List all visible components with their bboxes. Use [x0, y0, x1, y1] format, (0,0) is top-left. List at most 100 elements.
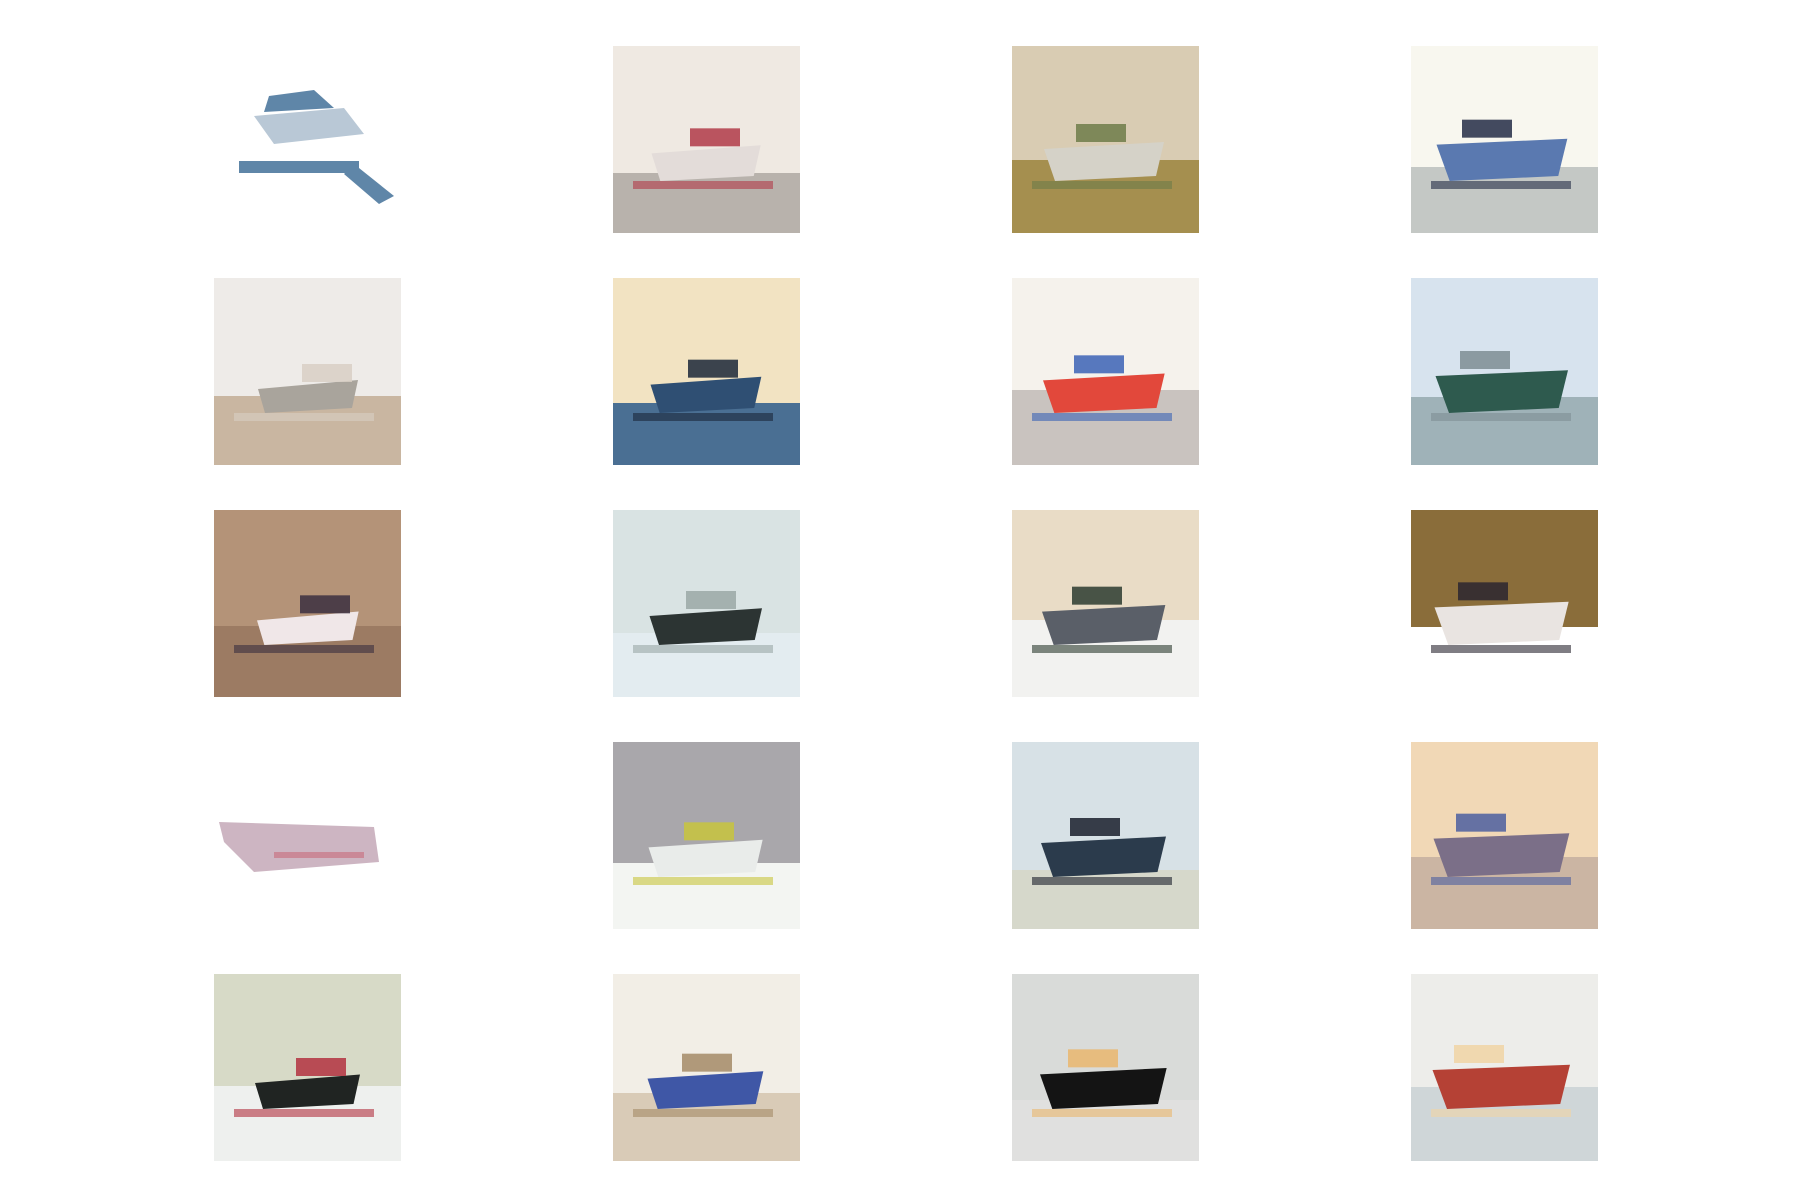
thumbnail-shape	[274, 852, 364, 858]
thumbnail-shape	[1032, 645, 1172, 653]
thumbnail-image	[1012, 974, 1199, 1161]
thumbnail-shape	[1434, 601, 1569, 645]
boat-thumbnail-r2c4	[1411, 278, 1598, 465]
thumbnail-shape	[647, 1071, 764, 1109]
thumbnail-image	[214, 742, 401, 929]
thumbnail-image	[214, 510, 401, 697]
thumbnail-shape	[1012, 46, 1199, 160]
thumbnail-shape	[1460, 351, 1510, 369]
boat-thumbnail-r5c1	[214, 974, 401, 1161]
boat-thumbnail-r1c3	[1012, 46, 1199, 233]
thumbnail-image	[1012, 742, 1199, 929]
thumbnail-shape	[219, 822, 379, 872]
thumbnail-shape	[613, 742, 800, 863]
thumbnail-shape	[344, 164, 394, 204]
thumbnail-image	[613, 742, 800, 929]
thumbnail-image	[1411, 974, 1598, 1161]
thumbnail-shape	[1042, 605, 1166, 645]
thumbnail-image	[214, 974, 401, 1161]
thumbnail-shape	[633, 877, 773, 885]
thumbnail-shape	[1458, 582, 1508, 601]
thumbnail-shape	[1431, 413, 1571, 421]
boat-thumbnail-r3c4	[1411, 510, 1598, 697]
thumbnail-shape	[1431, 1109, 1571, 1117]
thumbnail-shape	[1431, 645, 1571, 653]
thumbnail-shape	[1456, 813, 1506, 832]
thumbnail-shape	[239, 161, 359, 173]
boat-thumbnail-r1c2	[613, 46, 800, 233]
thumbnail-shape	[302, 364, 352, 382]
thumbnail-shape	[1072, 586, 1122, 605]
thumbnail-shape	[1462, 119, 1512, 138]
thumbnail-image	[1411, 46, 1598, 233]
thumbnail-shape	[1435, 370, 1568, 413]
thumbnail-shape	[613, 403, 800, 465]
thumbnail-image	[1411, 510, 1598, 697]
thumbnail-shape	[1076, 124, 1126, 142]
boat-thumbnail-r1c1	[214, 46, 401, 233]
thumbnail-shape	[258, 380, 358, 413]
thumbnail-image	[214, 278, 401, 465]
thumbnail-shape	[1431, 877, 1571, 885]
thumbnail-shape	[1068, 1049, 1118, 1068]
thumbnail-shape	[684, 822, 734, 841]
thumbnail-image	[613, 278, 800, 465]
thumbnail-shape	[648, 839, 763, 877]
thumbnail-shape	[1043, 373, 1165, 413]
thumbnail-image	[1012, 46, 1199, 233]
thumbnail-shape	[1044, 142, 1164, 181]
thumbnail-shape	[1032, 1109, 1172, 1117]
boat-thumbnail-r5c2	[613, 974, 800, 1161]
thumbnail-shape	[1040, 1068, 1167, 1109]
thumbnail-shape	[300, 595, 350, 614]
thumbnail-image	[613, 46, 800, 233]
boat-thumbnail-r3c2	[613, 510, 800, 697]
thumbnail-shape	[264, 90, 334, 112]
thumbnail-shape	[234, 413, 374, 421]
boat-thumbnail-r2c2	[613, 278, 800, 465]
thumbnail-shape	[633, 181, 773, 189]
thumbnail-shape	[1032, 413, 1172, 421]
thumbnail-shape	[234, 1109, 374, 1117]
thumbnail-shape	[682, 1053, 732, 1072]
thumbnail-shape	[255, 1074, 360, 1109]
thumbnail-shape	[649, 608, 762, 645]
boat-thumbnail-r2c3	[1012, 278, 1199, 465]
thumbnail-shape	[651, 145, 761, 181]
boat-thumbnail-r4c4	[1411, 742, 1598, 929]
thumbnail-shape	[1432, 1064, 1570, 1109]
thumbnail-shape	[1433, 833, 1570, 877]
thumbnail-shape	[633, 645, 773, 653]
thumbnail-shape	[613, 633, 800, 697]
thumbnail-image	[1012, 510, 1199, 697]
thumbnail-image	[613, 510, 800, 697]
thumbnail-shape	[234, 645, 374, 653]
boat-thumbnail-r5c3	[1012, 974, 1199, 1161]
thumbnail-shape	[257, 611, 359, 645]
boat-thumbnail-r3c1	[214, 510, 401, 697]
thumbnail-shape	[688, 359, 738, 378]
thumbnail-shape	[1074, 355, 1124, 374]
boat-thumbnail-r4c2	[613, 742, 800, 929]
thumbnail-shape	[1032, 181, 1172, 189]
boat-thumbnail-r4c1	[214, 742, 401, 929]
boat-thumbnail-r1c4	[1411, 46, 1598, 233]
thumbnail-image	[214, 46, 401, 233]
thumbnail-image	[1411, 742, 1598, 929]
thumbnail-image	[1012, 278, 1199, 465]
thumbnail-shape	[613, 974, 800, 1093]
boat-thumbnail-r4c3	[1012, 742, 1199, 929]
thumbnail-image	[1411, 278, 1598, 465]
thumbnail-shape	[690, 128, 740, 147]
thumbnail-shape	[1431, 181, 1571, 189]
thumbnail-shape	[1070, 818, 1120, 836]
thumbnail-shape	[1436, 138, 1568, 181]
thumbnail-shape	[1041, 836, 1166, 877]
thumbnail-shape	[1454, 1045, 1504, 1063]
thumbnail-image	[613, 974, 800, 1161]
thumbnail-shape	[1032, 877, 1172, 885]
boat-thumbnail-r2c1	[214, 278, 401, 465]
thumbnail-shape	[650, 376, 762, 413]
thumbnail-shape	[633, 413, 773, 421]
